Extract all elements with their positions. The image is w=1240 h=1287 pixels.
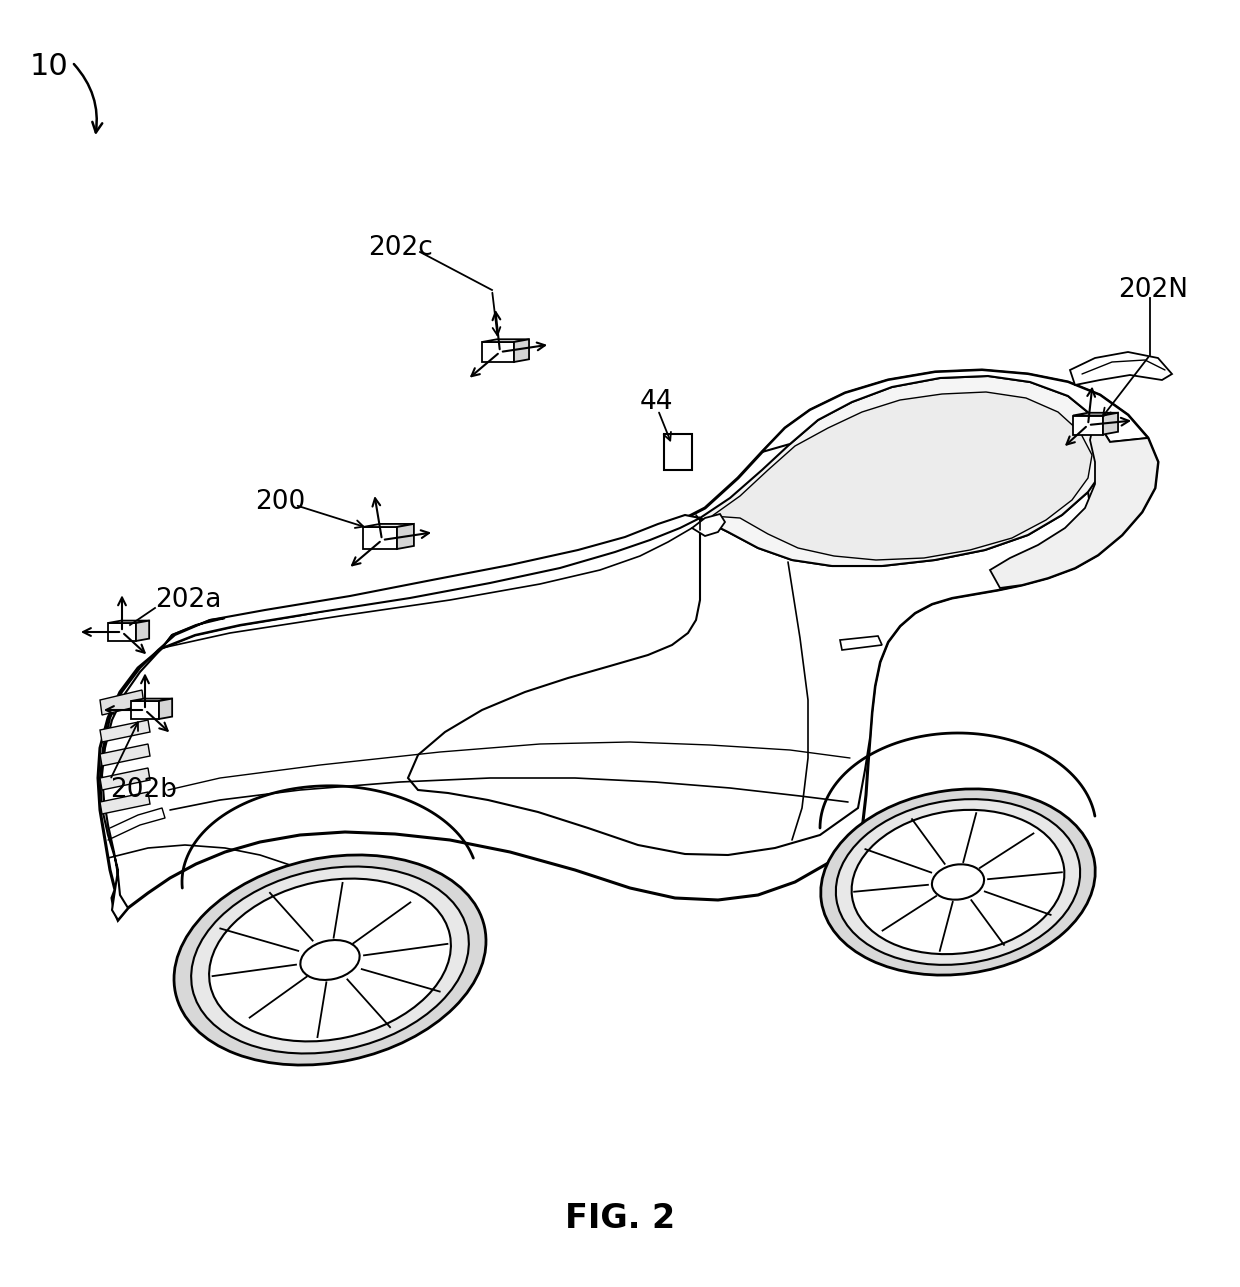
Text: 202c: 202c <box>368 236 433 261</box>
Polygon shape <box>162 515 701 647</box>
Polygon shape <box>1073 413 1118 416</box>
Polygon shape <box>408 492 1097 855</box>
Text: 44: 44 <box>640 389 673 414</box>
Polygon shape <box>131 701 159 719</box>
Ellipse shape <box>821 789 1095 976</box>
Polygon shape <box>100 719 150 743</box>
Text: 202b: 202b <box>110 777 177 803</box>
Polygon shape <box>131 699 172 701</box>
Ellipse shape <box>852 810 1064 954</box>
Polygon shape <box>839 636 882 650</box>
Polygon shape <box>1104 413 1118 435</box>
Polygon shape <box>100 768 150 790</box>
Text: 202N: 202N <box>1118 277 1188 302</box>
Ellipse shape <box>932 865 985 900</box>
Polygon shape <box>663 434 692 470</box>
Polygon shape <box>100 618 224 920</box>
Text: 200: 200 <box>255 489 305 515</box>
Polygon shape <box>763 369 1148 452</box>
Text: 10: 10 <box>30 51 68 81</box>
Polygon shape <box>363 526 397 550</box>
Polygon shape <box>1070 353 1172 385</box>
Polygon shape <box>136 620 149 641</box>
Polygon shape <box>482 342 515 362</box>
Text: 202a: 202a <box>155 587 222 613</box>
Polygon shape <box>1073 416 1104 435</box>
Polygon shape <box>397 524 414 550</box>
Polygon shape <box>100 792 150 813</box>
Polygon shape <box>515 340 529 362</box>
Ellipse shape <box>210 879 451 1041</box>
Polygon shape <box>712 393 1092 560</box>
Ellipse shape <box>300 940 360 979</box>
Ellipse shape <box>191 866 469 1054</box>
Polygon shape <box>482 340 529 342</box>
Polygon shape <box>100 690 144 716</box>
Polygon shape <box>100 744 150 766</box>
Ellipse shape <box>836 799 1080 965</box>
Polygon shape <box>159 699 172 719</box>
Polygon shape <box>701 376 1110 566</box>
Polygon shape <box>363 524 414 526</box>
Polygon shape <box>98 369 1158 920</box>
Ellipse shape <box>174 855 486 1066</box>
Polygon shape <box>108 623 136 641</box>
Text: FIG. 2: FIG. 2 <box>565 1202 675 1234</box>
Polygon shape <box>990 418 1158 588</box>
Polygon shape <box>692 514 725 535</box>
Polygon shape <box>108 620 149 623</box>
